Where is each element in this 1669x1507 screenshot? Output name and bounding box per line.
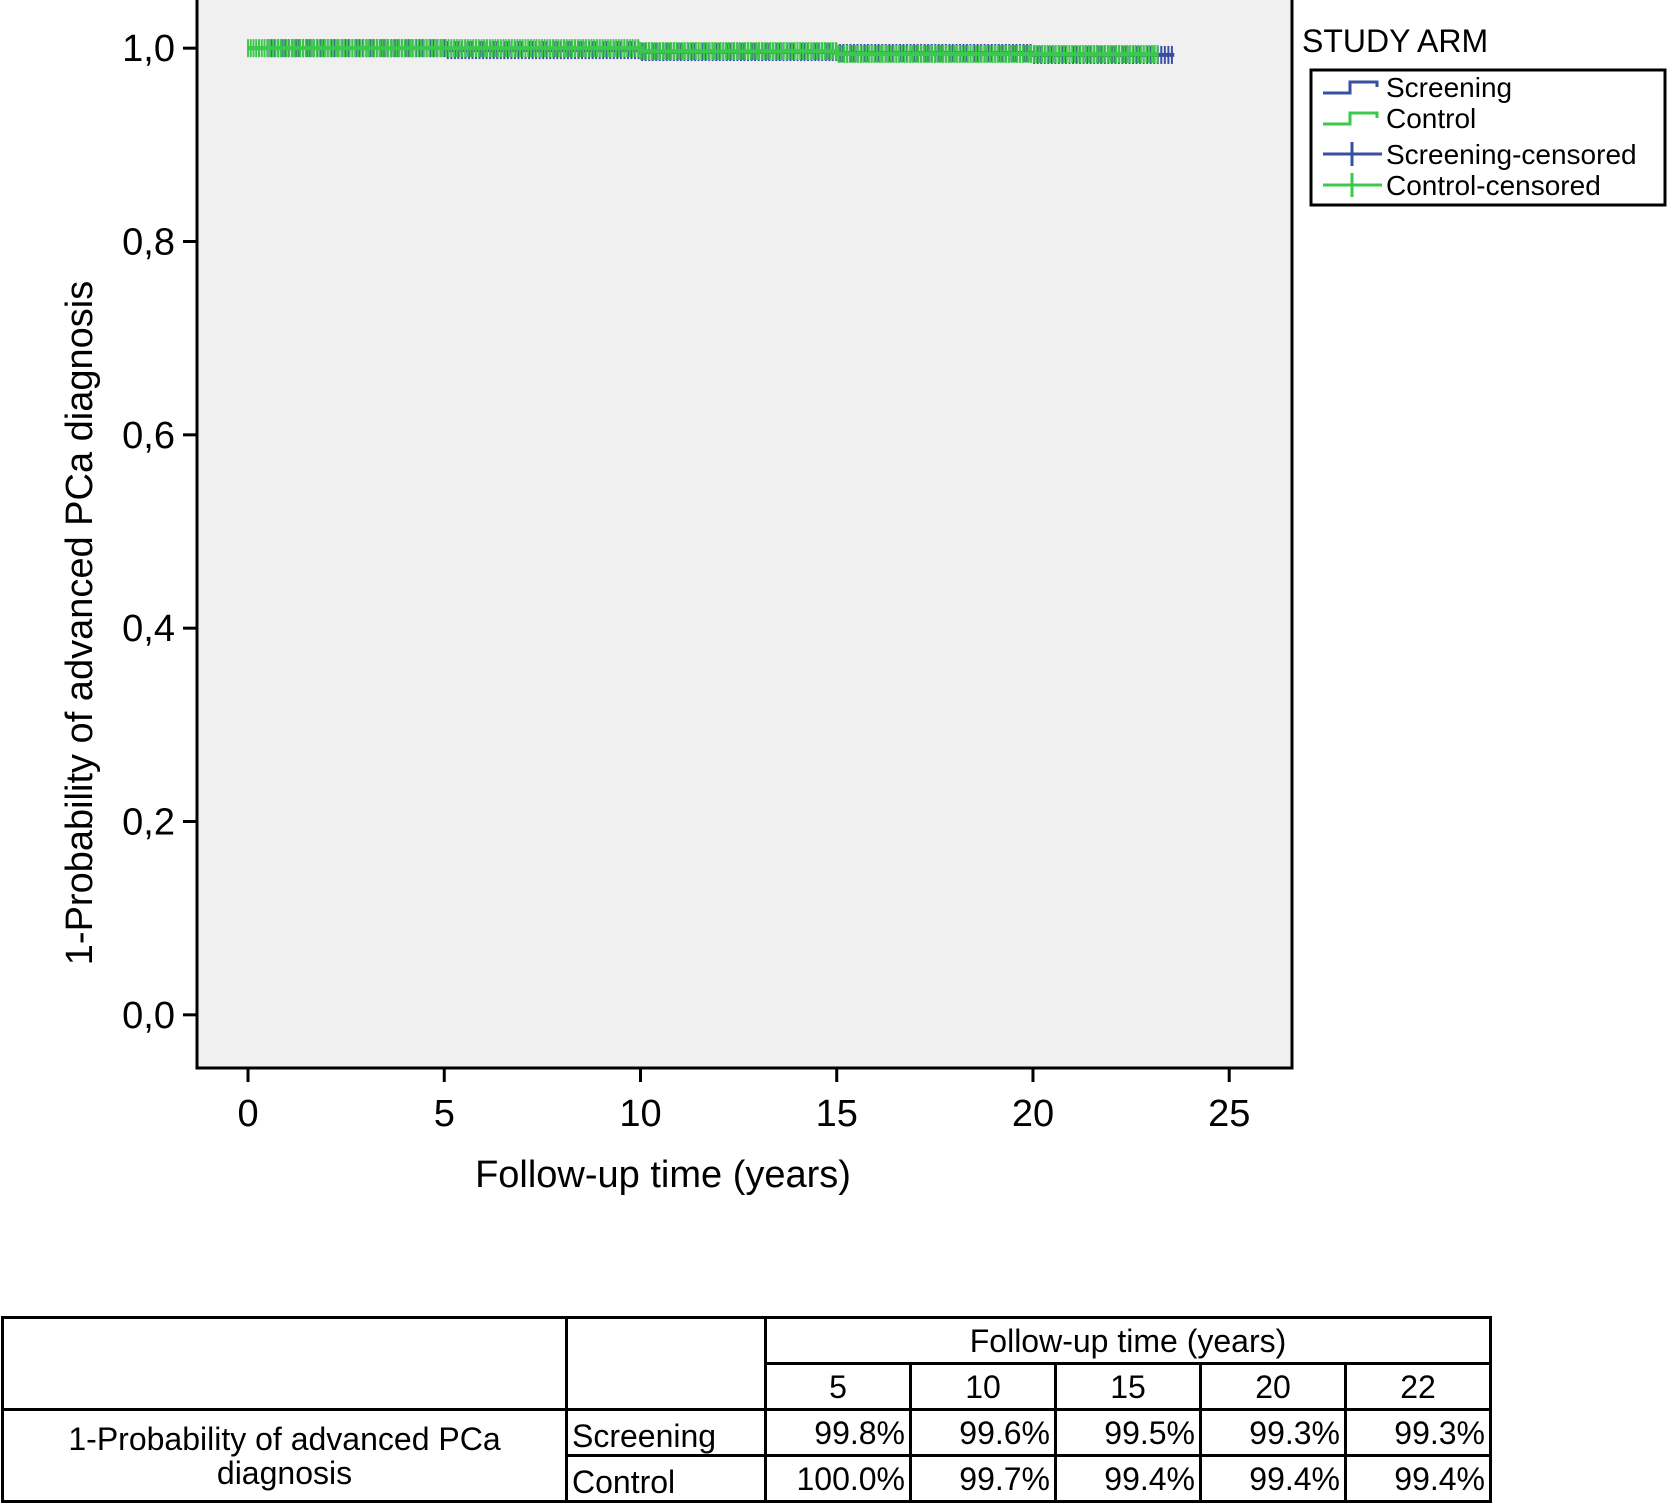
table-corner-cell [1,1316,568,1411]
legend-entry-screening-censored: Screening-censored [1323,139,1637,170]
x-axis-title: Follow-up time (years) [475,1154,851,1196]
legend-label: Screening-censored [1386,139,1637,170]
x-tick-label: 15 [816,1093,858,1135]
time-point-cell: 22 [1344,1362,1492,1411]
y-tick-label: 0,0 [122,995,175,1037]
time-point-cell: 20 [1199,1362,1347,1411]
legend-label: Screening [1386,72,1512,103]
survival-curves [247,39,1175,64]
table-arm-header-cell [565,1316,767,1411]
legend-entry-control: Control [1323,103,1476,134]
arm-label-control: Control [572,1463,676,1500]
km-chart: 0,0 0,2 0,4 0,6 0,8 1,0 0 5 10 15 20 25 Follow-up … [59,0,1667,1196]
table-value-cell: 99.4% [1199,1454,1347,1503]
table-value-cell: 99.6% [909,1408,1057,1457]
time-point-cell: 10 [909,1362,1057,1411]
table-arm-cell: Control [565,1454,767,1503]
x-tick-label: 0 [237,1093,258,1135]
table-value-cell: 99.8% [764,1408,912,1457]
y-axis: 0,0 0,2 0,4 0,6 0,8 1,0 [122,28,197,1037]
y-tick-label: 0,2 [122,802,175,844]
x-tick-label: 10 [619,1093,661,1135]
legend-box [1309,68,1667,207]
table-value-cell: 99.7% [909,1454,1057,1503]
table-row-label: 1-Probability of advanced PCa diagnosis [1,1408,568,1503]
y-tick-label: 0,6 [122,415,175,457]
table-value-cell: 99.5% [1054,1408,1202,1457]
y-tick-label: 0,4 [122,608,175,650]
table-value-cell: 99.3% [1199,1408,1347,1457]
legend-entry-screening: Screening [1323,72,1512,103]
time-point-cell: 15 [1054,1362,1202,1411]
x-tick-label: 5 [434,1093,455,1135]
table-header-row: Follow-up time (years) [1,1316,1492,1411]
x-tick-label: 20 [1012,1093,1054,1135]
legend-label: Control [1386,103,1476,134]
legend-step-symbol [1323,80,1379,95]
table-value-cell: 99.4% [1054,1454,1202,1503]
series-control [247,39,1159,63]
table-row-screening: 1-Probability of advanced PCa diagnosis … [1,1408,1492,1503]
legend-entry-control-censored: Control-censored [1323,170,1601,201]
table-value-cell: 99.3% [1344,1408,1492,1457]
table-value-cell: 99.4% [1344,1454,1492,1503]
time-point-cell: 5 [764,1362,912,1411]
legend-step-symbol [1323,111,1379,126]
arm-label-screening: Screening [572,1417,717,1454]
x-tick-label: 25 [1208,1093,1250,1135]
y-axis-title: 1-Probability of advanced PCa diagnosis [59,281,101,965]
table-time-row: 5 10 15 20 22 [3,1362,1492,1411]
summary-table: Follow-up time (years) 5 10 15 20 22 1-P… [1,1316,1492,1503]
table-arm-cell: Screening [565,1408,767,1457]
legend-label: Control-censored [1386,170,1601,201]
table-row-control: Control 100.0% 99.7% 99.4% 99.4% 99.4% [3,1454,1492,1503]
plot-area [195,0,1294,1070]
x-axis: 0 5 10 15 20 25 [237,1068,1250,1135]
table-value-cell: 100.0% [764,1454,912,1503]
legend-title: STUDY ARM [1302,23,1488,59]
y-tick-label: 0,8 [122,222,175,264]
table-header-title: Follow-up time (years) [764,1316,1492,1365]
y-tick-label: 1,0 [122,28,175,70]
